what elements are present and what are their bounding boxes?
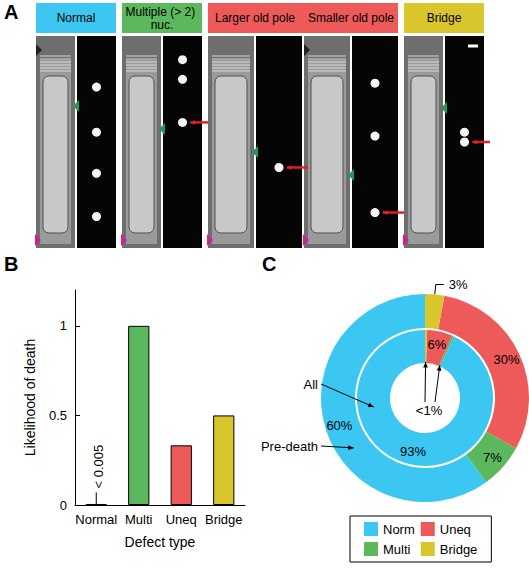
- svg-text:Multi: Multi: [383, 542, 411, 557]
- svg-text:3%: 3%: [449, 277, 468, 292]
- svg-text:Normal: Normal: [75, 512, 117, 527]
- svg-text:Defect type: Defect type: [125, 534, 196, 550]
- svg-text:93%: 93%: [400, 444, 426, 459]
- svg-text:Likelihood of death: Likelihood of death: [22, 339, 38, 457]
- svg-text:A: A: [4, 1, 18, 23]
- svg-text:Norm: Norm: [383, 522, 415, 537]
- svg-text:Uneq: Uneq: [166, 512, 197, 527]
- svg-text:Larger old pole: Larger old pole: [215, 11, 295, 25]
- svg-text:6%: 6%: [427, 337, 446, 352]
- svg-text:7%: 7%: [483, 450, 502, 465]
- svg-text:B: B: [4, 253, 18, 275]
- svg-text:C: C: [262, 253, 276, 275]
- svg-text:Multiple (> 2): Multiple (> 2): [125, 5, 198, 19]
- svg-text:60%: 60%: [326, 418, 352, 433]
- svg-text:Uneq: Uneq: [440, 522, 471, 537]
- svg-text:All: All: [304, 377, 319, 392]
- svg-text:1: 1: [60, 318, 67, 333]
- svg-text:Bridge: Bridge: [205, 512, 243, 527]
- svg-text:Pre-death: Pre-death: [261, 439, 318, 454]
- svg-text:0.5: 0.5: [49, 408, 67, 423]
- svg-text:Bridge: Bridge: [440, 542, 478, 557]
- svg-text:< 0.005: < 0.005: [91, 445, 106, 489]
- svg-text:Normal: Normal: [57, 11, 96, 25]
- svg-text:<1%: <1%: [416, 403, 443, 418]
- svg-text:30%: 30%: [493, 352, 519, 367]
- svg-text:Bridge: Bridge: [427, 11, 462, 25]
- svg-text:Multi: Multi: [125, 512, 153, 527]
- svg-text:Smaller old pole: Smaller old pole: [308, 11, 394, 25]
- svg-text:nuc.: nuc.: [151, 18, 174, 32]
- svg-text:0: 0: [60, 498, 67, 513]
